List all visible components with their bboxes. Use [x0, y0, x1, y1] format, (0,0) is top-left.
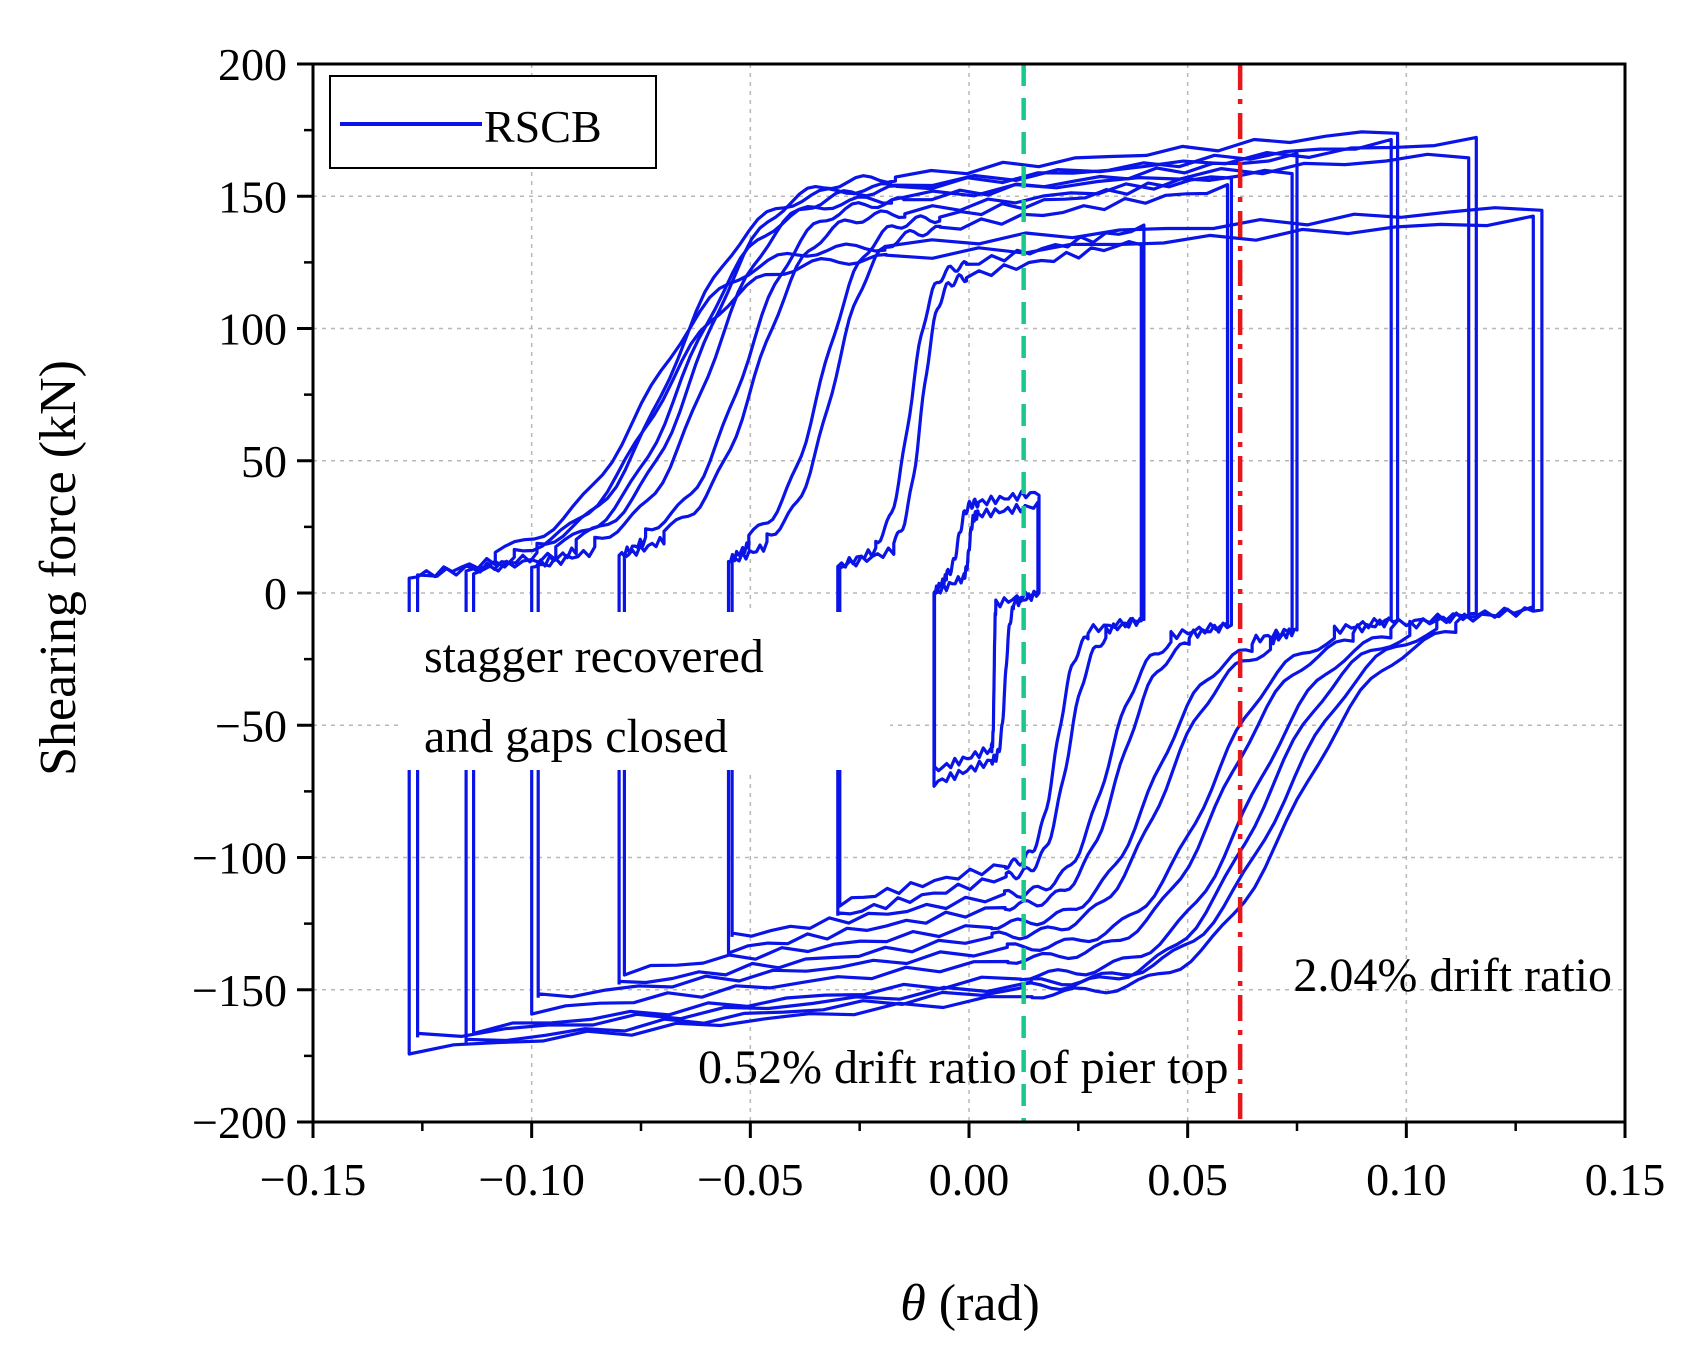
x-axis-unit: (rad): [926, 1275, 1040, 1332]
hysteresis-loop-repeat: [416, 214, 1535, 1038]
hysteresis-loop: [836, 223, 1146, 916]
x-tick-label: 0.15: [1585, 1154, 1666, 1205]
x-axis-symbol: θ: [900, 1275, 926, 1332]
annotation-line-2: and gaps closed: [424, 710, 728, 763]
legend-label-rscb: RSCB: [484, 101, 602, 152]
y-tick-label: 200: [218, 39, 287, 90]
x-tick-label: 0.05: [1147, 1154, 1228, 1205]
x-tick-label: 0.00: [929, 1154, 1010, 1205]
y-tick-label: −150: [192, 965, 287, 1016]
y-tick-label: −50: [215, 700, 287, 751]
red-line-label: 2.04% drift ratio: [1293, 949, 1612, 1002]
hysteresis-loop: [617, 151, 1299, 985]
hysteresis-loop-repeat: [730, 183, 1230, 938]
hysteresis-loop: [726, 175, 1233, 955]
y-tick-label: 50: [241, 436, 287, 487]
hysteresis-loop-repeat: [536, 137, 1393, 999]
x-axis-title: θ (rad): [900, 1275, 1040, 1332]
hysteresis-loop-repeat: [838, 240, 1143, 908]
annotation-stagger: stagger recovered and gaps closed: [400, 612, 890, 770]
hysteresis-loop-repeat: [622, 168, 1294, 977]
hysteresis-loop: [407, 206, 1544, 1056]
y-tick-label: −200: [192, 1097, 287, 1148]
annotation-box: [400, 612, 890, 770]
y-tick-label: 150: [218, 171, 287, 222]
legend: RSCB: [329, 75, 657, 169]
ticks: −0.15 −0.10 −0.05 0.00 0.05 0.10 0.15 −200 −150 −…: [192, 39, 1665, 1205]
y-tick-label: 100: [218, 304, 287, 355]
hysteresis-loop-repeat: [472, 152, 1471, 1035]
x-tick-label: −0.10: [478, 1154, 584, 1205]
series-rscb: [407, 130, 1544, 1056]
green-line-label: 0.52% drift ratio of pier top: [698, 1041, 1229, 1094]
reference-lines: [1021, 64, 1243, 1122]
y-tick-label: −100: [192, 833, 287, 884]
hysteresis-loop: [530, 130, 1400, 1016]
y-tick-label: 0: [264, 568, 287, 619]
hysteresis-loop-repeat: [932, 500, 1040, 773]
annotation-line-1: stagger recovered: [424, 630, 764, 683]
x-tick-label: 0.10: [1366, 1154, 1447, 1205]
x-tick-label: −0.15: [260, 1154, 366, 1205]
x-tick-label: −0.05: [697, 1154, 803, 1205]
y-axis-title: Shearing force (kN): [30, 360, 87, 776]
